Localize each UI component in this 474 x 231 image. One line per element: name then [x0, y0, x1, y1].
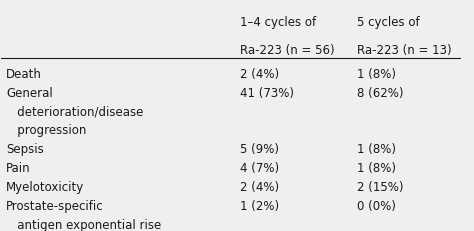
Text: 4 (7%): 4 (7%) — [240, 161, 279, 174]
Text: Ra-223 (n = 56): Ra-223 (n = 56) — [240, 43, 335, 56]
Text: 1 (8%): 1 (8%) — [357, 67, 396, 80]
Text: 2 (4%): 2 (4%) — [240, 180, 279, 193]
Text: 1 (2%): 1 (2%) — [240, 199, 279, 212]
Text: 1–4 cycles of: 1–4 cycles of — [240, 16, 316, 29]
Text: 5 cycles of: 5 cycles of — [357, 16, 420, 29]
Text: 1 (8%): 1 (8%) — [357, 142, 396, 155]
Text: 5 (9%): 5 (9%) — [240, 142, 279, 155]
Text: deterioration/disease: deterioration/disease — [6, 105, 143, 118]
Text: Prostate-specific: Prostate-specific — [6, 199, 104, 212]
Text: 2 (15%): 2 (15%) — [357, 180, 404, 193]
Text: progression: progression — [6, 123, 86, 136]
Text: antigen exponential rise: antigen exponential rise — [6, 218, 161, 231]
Text: Ra-223 (n = 13): Ra-223 (n = 13) — [357, 43, 452, 56]
Text: 41 (73%): 41 (73%) — [240, 87, 294, 100]
Text: 0 (0%): 0 (0%) — [357, 199, 396, 212]
Text: Sepsis: Sepsis — [6, 142, 44, 155]
Text: Pain: Pain — [6, 161, 31, 174]
Text: 1 (8%): 1 (8%) — [357, 161, 396, 174]
Text: 8 (62%): 8 (62%) — [357, 87, 404, 100]
Text: General: General — [6, 87, 53, 100]
Text: 2 (4%): 2 (4%) — [240, 67, 279, 80]
Text: Myelotoxicity: Myelotoxicity — [6, 180, 84, 193]
Text: Death: Death — [6, 67, 42, 80]
